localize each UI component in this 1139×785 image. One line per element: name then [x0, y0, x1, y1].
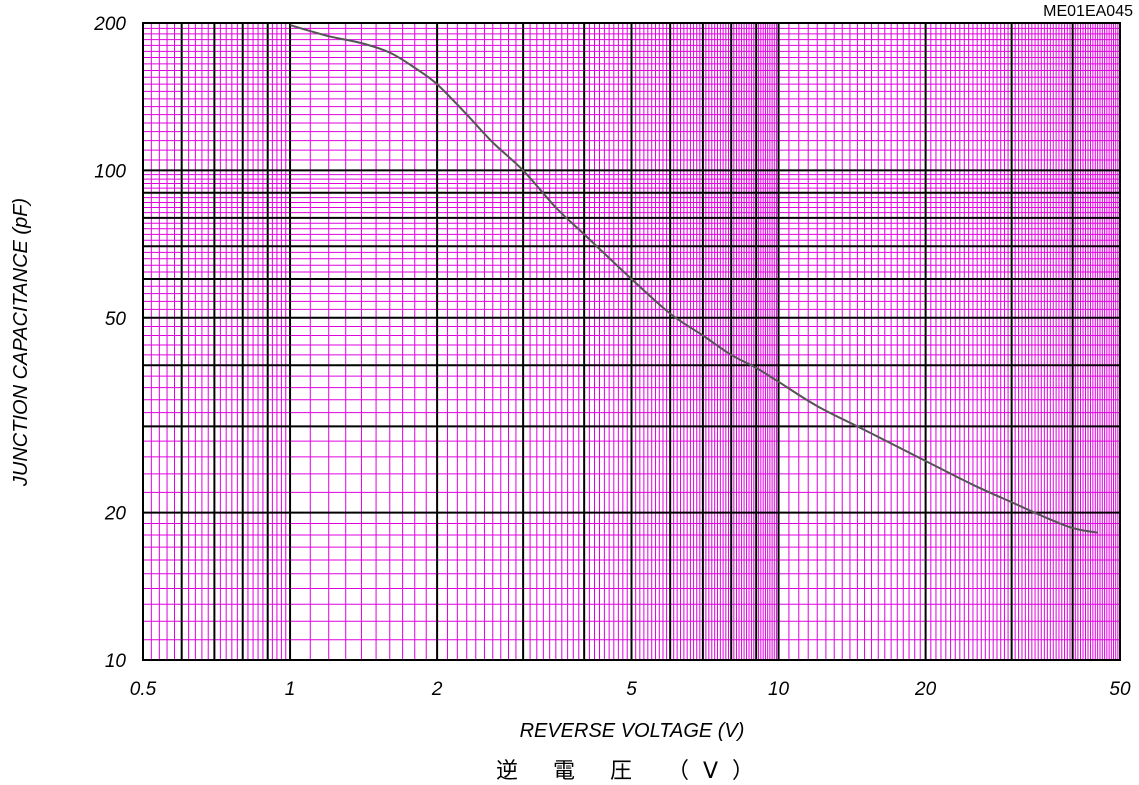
x-axis-label-jp: 逆 電 圧 （V） — [496, 759, 768, 784]
x-tick-labels: 0.5 1 2 5 10 20 50 — [130, 679, 1131, 700]
x-axis-label: REVERSE VOLTAGE (V) — [520, 720, 745, 742]
y-axis-label: JUNCTION CAPACITANCE (pF) — [10, 198, 32, 487]
y-tick-labels: 10 20 50 100 200 — [93, 14, 126, 672]
x-tick-label: 2 — [431, 679, 443, 700]
capacitance-curve — [289, 24, 1098, 534]
plot-frame — [142, 22, 1121, 661]
major-grid — [143, 23, 1120, 660]
x-tick-label: 5 — [626, 679, 637, 700]
y-tick-label: 20 — [104, 504, 127, 525]
x-tick-label: 50 — [1109, 679, 1131, 700]
x-tick-label: 1 — [285, 679, 296, 700]
chart-code: ME01EA045 — [1043, 3, 1133, 20]
y-tick-label: 10 — [105, 651, 127, 672]
x-tick-label: 0.5 — [130, 679, 157, 700]
x-tick-label: 10 — [768, 679, 790, 700]
y-tick-label: 50 — [105, 309, 127, 330]
x-tick-label: 20 — [914, 679, 937, 700]
y-tick-label: 100 — [94, 161, 126, 182]
y-tick-label: 200 — [93, 14, 126, 35]
